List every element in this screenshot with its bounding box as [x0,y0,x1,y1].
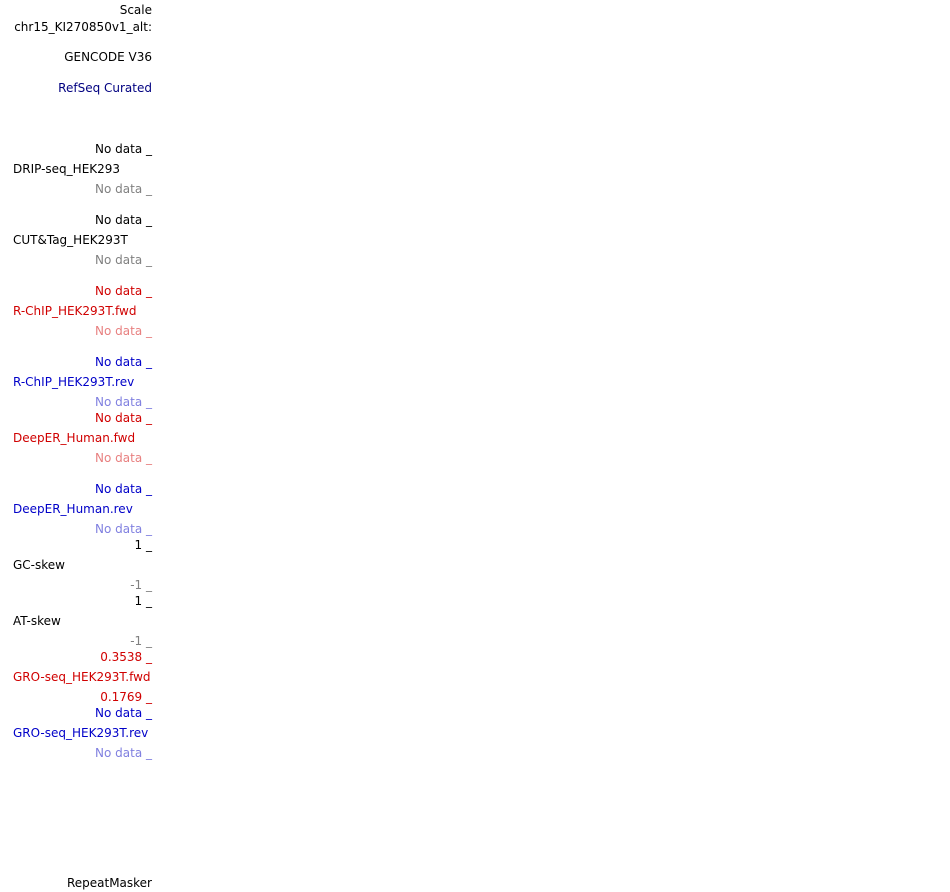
gc-skew-max-label: 1 _ [134,538,152,552]
gc-skew-track-label[interactable]: GC-skew [13,558,65,572]
rchip-fwd-track-label[interactable]: R-ChIP_HEK293T.fwd [13,304,137,318]
deeper-rev-max-label: No data _ [95,482,152,496]
cut-tag-min-label: No data _ [95,253,152,267]
deeper-rev-track-label[interactable]: DeepER_Human.rev [13,502,133,516]
rchip-rev-max-label: No data _ [95,355,152,369]
deeper-rev-min-label: No data _ [95,522,152,536]
rchip-rev-track-label[interactable]: R-ChIP_HEK293T.rev [13,375,135,389]
rchip-fwd-min-label: No data _ [95,324,152,338]
chromosome-label: chr15_KI270850v1_alt: [14,20,152,34]
deeper-fwd-min-label: No data _ [95,451,152,465]
rchip-rev-min-label: No data _ [95,395,152,409]
drip-seq-max-label: No data _ [95,142,152,156]
drip-seq-track-label[interactable]: DRIP-seq_HEK293 [13,162,121,176]
groseq-fwd-min-label: 0.1769 _ [100,690,152,704]
repeatmasker-track-label[interactable]: RepeatMasker [66,876,152,890]
groseq-rev-min-label: No data _ [95,746,152,760]
rchip-fwd-max-label: No data _ [95,284,152,298]
groseq-fwd-track-label[interactable]: GRO-seq_HEK293T.fwd [13,670,151,684]
refseq-track-label[interactable]: RefSeq Curated [58,81,152,95]
groseq-rev-track-label[interactable]: GRO-seq_HEK293T.rev [13,726,149,740]
at-skew-max-label: 1 _ [134,594,152,608]
cut-tag-max-label: No data _ [95,213,152,227]
gencode-track-label[interactable]: GENCODE V36 [64,50,152,64]
deeper-fwd-track-label[interactable]: DeepER_Human.fwd [13,431,136,445]
at-skew-track-label[interactable]: AT-skew [13,614,61,628]
scale-label: Scale [119,3,152,17]
gc-skew-min-label: -1 _ [130,578,152,592]
at-skew-min-label: -1 _ [130,634,152,648]
groseq-rev-max-label: No data _ [95,706,152,720]
drip-seq-min-label: No data _ [95,182,152,196]
cut-tag-track-label[interactable]: CUT&Tag_HEK293T [13,233,128,247]
groseq-fwd-max-label: 0.3538 _ [100,650,152,664]
deeper-fwd-max-label: No data _ [95,411,152,425]
